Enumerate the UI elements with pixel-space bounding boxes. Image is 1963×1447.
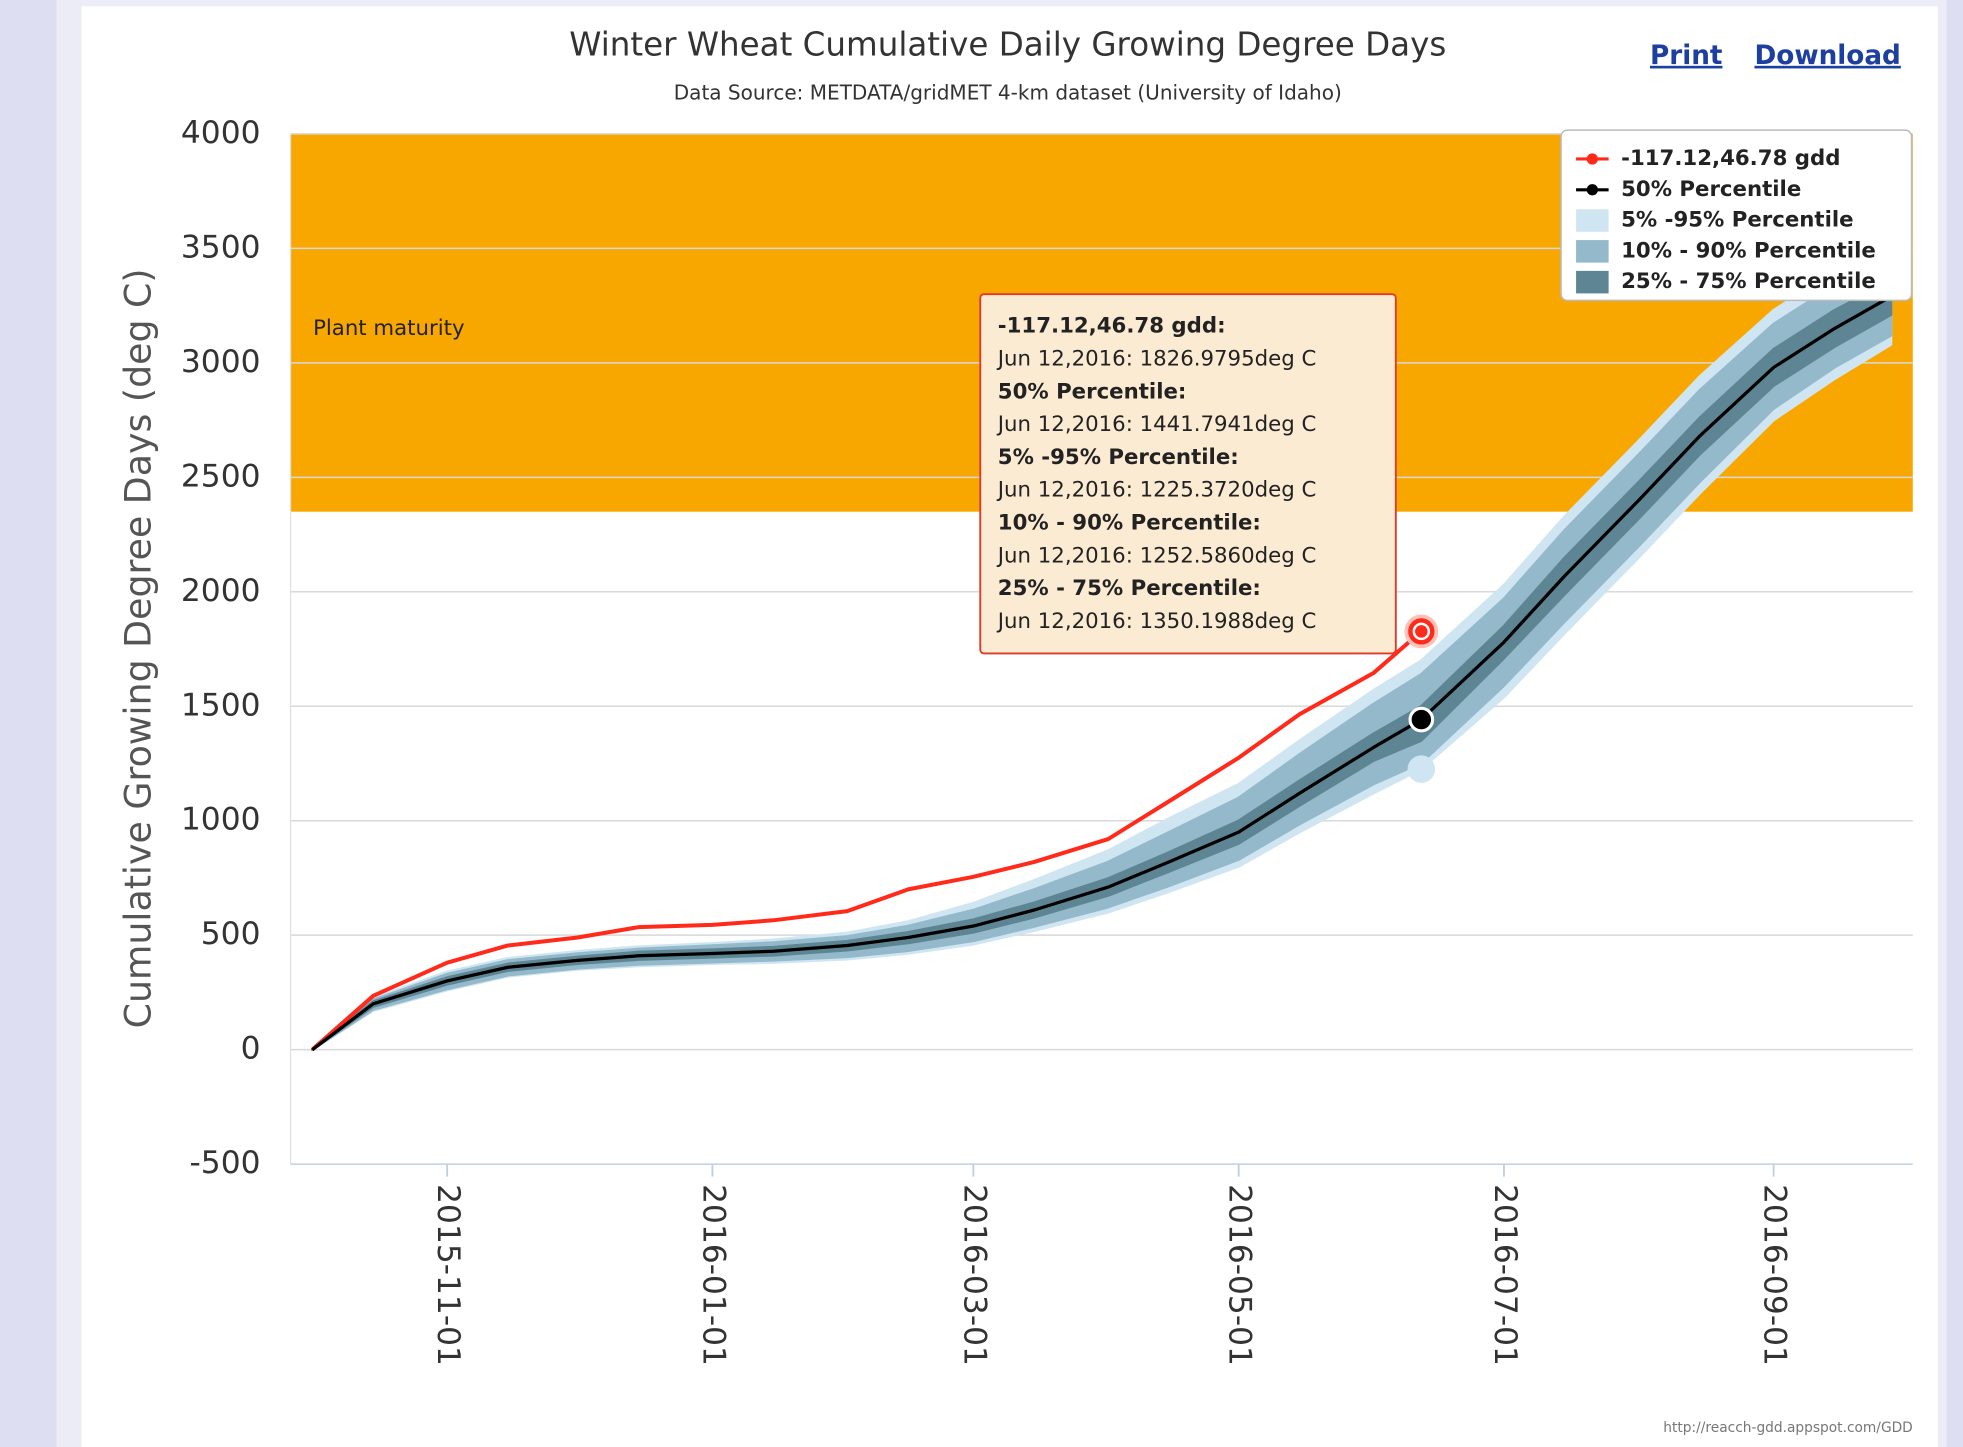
- tooltip-line: Jun 12,2016: 1252.5860deg C: [996, 543, 1317, 568]
- tooltip-line: -117.12,46.78 gdd:: [998, 314, 1226, 339]
- tooltip-line: 10% - 90% Percentile:: [998, 510, 1261, 535]
- y-tick-label: 1500: [181, 687, 261, 723]
- tooltip-line: Jun 12,2016: 1826.9795deg C: [996, 346, 1317, 371]
- chart-title: Winter Wheat Cumulative Daily Growing De…: [569, 25, 1446, 63]
- x-tick-label: 2016-03-01: [956, 1184, 992, 1366]
- y-tick-label: 2500: [181, 458, 261, 494]
- tooltip-line: Jun 12,2016: 1350.1988deg C: [996, 609, 1317, 634]
- y-tick-label: 3500: [181, 229, 261, 265]
- x-tick-label: 2016-05-01: [1222, 1184, 1258, 1366]
- y-tick-label: 4000: [181, 115, 261, 151]
- legend-swatch: [1576, 240, 1609, 263]
- tooltip-line: 5% -95% Percentile:: [998, 445, 1239, 470]
- tooltip-line: Jun 12,2016: 1225.3720deg C: [996, 478, 1317, 503]
- data-line: [311, 295, 1892, 1051]
- legend-dot: [1586, 184, 1598, 196]
- hover-marker-inner: [1412, 622, 1431, 641]
- legend-swatch: [1576, 270, 1609, 294]
- y-tick-label: 3000: [181, 344, 261, 380]
- hover-marker: [1407, 755, 1436, 783]
- y-tick-label: 0: [241, 1031, 261, 1067]
- chart-subtitle: Data Source: METDATA/gridMET 4-km datase…: [674, 80, 1342, 104]
- legend-label: 50% Percentile: [1621, 177, 1801, 202]
- legend-box: [1560, 129, 1913, 302]
- download-link[interactable]: Download: [1754, 41, 1900, 71]
- plot: Plant maturity -500 0 500 1000 1500 2000 2500 30…: [181, 115, 1913, 1366]
- data-line: [310, 629, 1423, 1052]
- y-tick-label: 500: [201, 916, 261, 952]
- legend-label: 25% - 75% Percentile: [1621, 269, 1876, 294]
- tooltip-line: 50% Percentile:: [998, 379, 1187, 404]
- credit: http://reacch-gdd.appspot.com/GDD: [1663, 1420, 1913, 1436]
- x-tick-label: 2016-01-01: [695, 1184, 731, 1366]
- y-tick-label: 1000: [181, 802, 261, 838]
- x-tick-label: 2016-09-01: [1757, 1184, 1793, 1366]
- legend-label: 5% -95% Percentile: [1621, 208, 1853, 233]
- y-axis-title: Cumulative Growing Degree Days (deg C): [116, 268, 159, 1028]
- y-tick-label: -500: [190, 1145, 261, 1181]
- plot-band-label: Plant maturity: [313, 316, 464, 341]
- hover-marker: [1408, 706, 1435, 733]
- tooltip-line: Jun 12,2016: 1441.7941deg C: [996, 412, 1317, 437]
- tooltip-line: 25% - 75% Percentile:: [998, 576, 1261, 601]
- tooltip-box: [979, 293, 1397, 655]
- x-tick-label: 2015-11-01: [430, 1184, 466, 1366]
- legend-swatch: [1576, 209, 1609, 232]
- legend-label: 10% - 90% Percentile: [1621, 238, 1876, 263]
- x-tick-label: 2016-07-01: [1487, 1184, 1523, 1366]
- legend-label: -117.12,46.78 gdd: [1621, 146, 1840, 171]
- hover-marker: [1404, 614, 1439, 649]
- legend-dot: [1586, 153, 1598, 165]
- print-link[interactable]: Print: [1650, 41, 1722, 71]
- y-tick-label: 2000: [181, 573, 261, 609]
